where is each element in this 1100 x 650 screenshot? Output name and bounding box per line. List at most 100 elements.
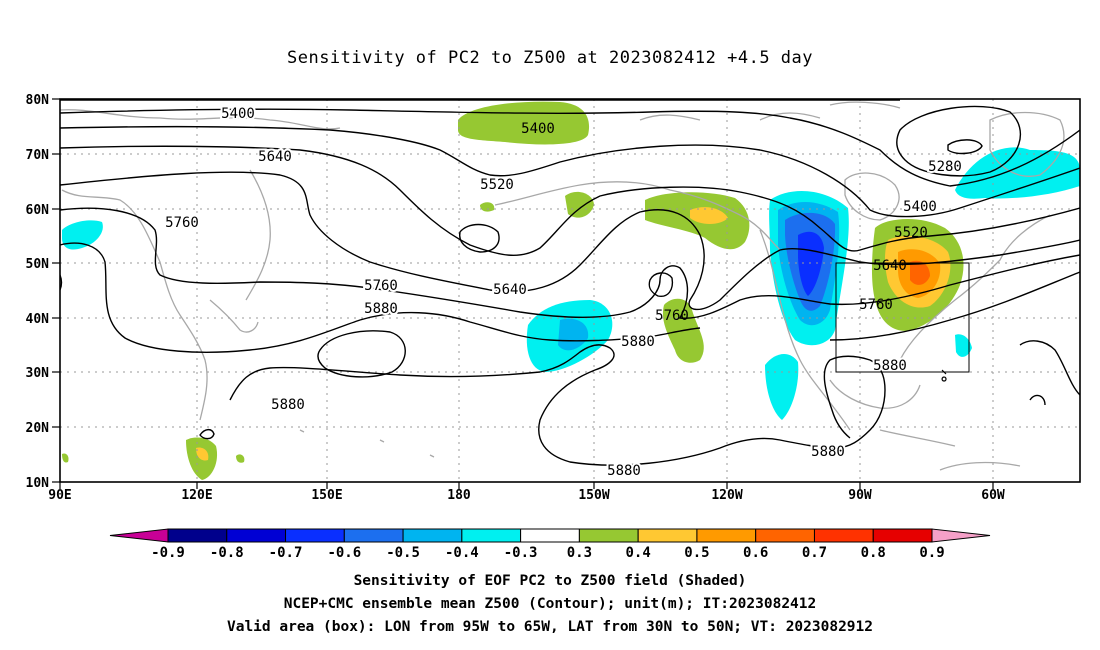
colorbar-swatch: [226, 528, 287, 543]
contour-label: 5760: [364, 278, 398, 294]
colorbar-tick-label: 0.9: [919, 545, 944, 561]
shade-green-small-2: [62, 453, 69, 463]
coastline-layer: [60, 101, 1065, 471]
coast-asia-east: [61, 189, 208, 421]
coast-gulf-mexico: [829, 379, 921, 409]
lat-label: 70N: [26, 148, 50, 163]
contour-label: 5400: [521, 121, 555, 137]
contour-5880-east: [829, 271, 1080, 341]
coast-south-america: [939, 461, 1021, 471]
colorbar: -0.9 -0.8 -0.7 -0.6 -0.5 -0.4 -0.3 0.3 0.4 0.5 0.6…: [109, 528, 991, 561]
contour-label: 5880: [271, 397, 305, 413]
contour-5400-b: [60, 125, 1080, 218]
lon-label: 150E: [311, 488, 342, 503]
tick-layer: [52, 98, 994, 489]
shade-green-alaska-west: [565, 191, 594, 218]
coast-asia-north: [60, 109, 341, 130]
contour-5880-north: [60, 242, 701, 353]
lat-label: 60N: [26, 203, 50, 218]
contour-label: 5280: [928, 159, 962, 175]
colorbar-swatch: [167, 528, 228, 543]
contour-5880-loop: [317, 330, 406, 378]
contour-label: 5880: [364, 301, 398, 317]
contour-label: 5640: [493, 282, 527, 298]
contour-5880-cuba: [199, 428, 215, 440]
contour-5760-loop-npac: [648, 272, 674, 297]
shade-green-small-1: [236, 454, 245, 463]
caption-line-2: NCEP+CMC ensemble mean Z500 (Contour); u…: [283, 596, 817, 612]
lon-label: 150W: [578, 488, 609, 503]
lon-label: 120E: [181, 488, 212, 503]
colorbar-tick-label: -0.3: [504, 545, 538, 561]
shade-yellow-philippines: [196, 447, 209, 461]
coast-japan: [209, 299, 259, 333]
contour-label: 5520: [894, 225, 928, 241]
shade-darkorange-na-east: [910, 260, 930, 285]
colorbar-swatch: [578, 528, 639, 543]
contour-5400-a: [60, 108, 1080, 187]
lat-label: 30N: [26, 366, 50, 381]
caption-line-1: Sensitivity of EOF PC2 to Z500 field (Sh…: [353, 573, 747, 589]
coast-pacific-islands: [299, 429, 435, 458]
lat-label: 10N: [26, 476, 50, 491]
contour-label: 5520: [480, 177, 514, 193]
shading-layer: [62, 101, 1080, 480]
coast-kamchatka: [245, 169, 271, 301]
colorbar-tick-label: 0.4: [626, 545, 651, 561]
contour-label: 5880: [621, 334, 655, 350]
shade-cyan-pacific-west: [62, 220, 103, 250]
coast-caribbean: [879, 429, 956, 447]
shade-yellow-alaska: [690, 207, 728, 224]
colorbar-tick-label: 0.3: [567, 545, 592, 561]
contour-5280-inner: [947, 139, 983, 155]
colorbar-low-triangle: [109, 528, 169, 543]
contour-5880-south: [229, 344, 886, 466]
colorbar-swatch: [343, 528, 404, 543]
lat-label-layer: 80N 70N 60N 50N 40N 30N 20N 10N: [26, 93, 50, 491]
lat-label: 40N: [26, 312, 50, 327]
valid-area-box: [835, 262, 970, 373]
contour-label: 5880: [607, 463, 641, 479]
contour-5280-low: [896, 105, 1021, 177]
colorbar-swatch: [755, 528, 815, 543]
contour-5640-loop-bering: [459, 223, 500, 253]
lat-label: 80N: [26, 93, 50, 108]
contour-label: 5640: [258, 149, 292, 165]
lon-label-layer: 90E 120E 150E 180 150W 120W 90W 60W: [48, 488, 1005, 503]
colorbar-swatch: [637, 528, 698, 543]
contour-label: 5640: [873, 258, 907, 274]
shade-deepblue-na-west: [798, 231, 824, 296]
lon-label: 90W: [848, 488, 872, 503]
colorbar-tick-label: -0.6: [327, 545, 361, 561]
contour-label: 5400: [903, 199, 937, 215]
small-island-marker: [941, 369, 947, 382]
chart-title: Sensitivity of PC2 to Z500 at 2023082412…: [286, 48, 813, 68]
contour-label: 5400: [221, 106, 255, 122]
colorbar-tick-label: -0.4: [445, 545, 479, 561]
coast-alaska: [494, 181, 781, 251]
contour-label: 5760: [859, 297, 893, 313]
shade-blue-npacific: [558, 318, 589, 351]
shade-cyan-mexico: [765, 354, 799, 420]
coast-na-east: [899, 214, 1051, 361]
colorbar-high-triangle: [931, 528, 991, 543]
contour-label: 5880: [873, 358, 907, 374]
colorbar-tick-label: 0.6: [743, 545, 768, 561]
colorbar-tick-label: -0.8: [210, 545, 244, 561]
colorbar-tick-label: -0.9: [151, 545, 185, 561]
colorbar-swatch: [520, 528, 580, 543]
colorbar-swatch: [696, 528, 757, 543]
lon-label: 180: [447, 488, 471, 503]
coast-greenland: [989, 111, 1065, 177]
colorbar-swatch: [402, 528, 463, 543]
contour-5880-atl: [1019, 340, 1080, 406]
colorbar-swatch: [872, 528, 933, 543]
shade-green-bering: [480, 202, 495, 212]
lon-label: 60W: [981, 488, 1005, 503]
gridlines: [60, 99, 1080, 482]
colorbar-tick-label: -0.7: [269, 545, 303, 561]
contour-5640: [60, 171, 1080, 311]
lat-label: 20N: [26, 421, 50, 436]
colorbar-tick-label: -0.5: [386, 545, 420, 561]
